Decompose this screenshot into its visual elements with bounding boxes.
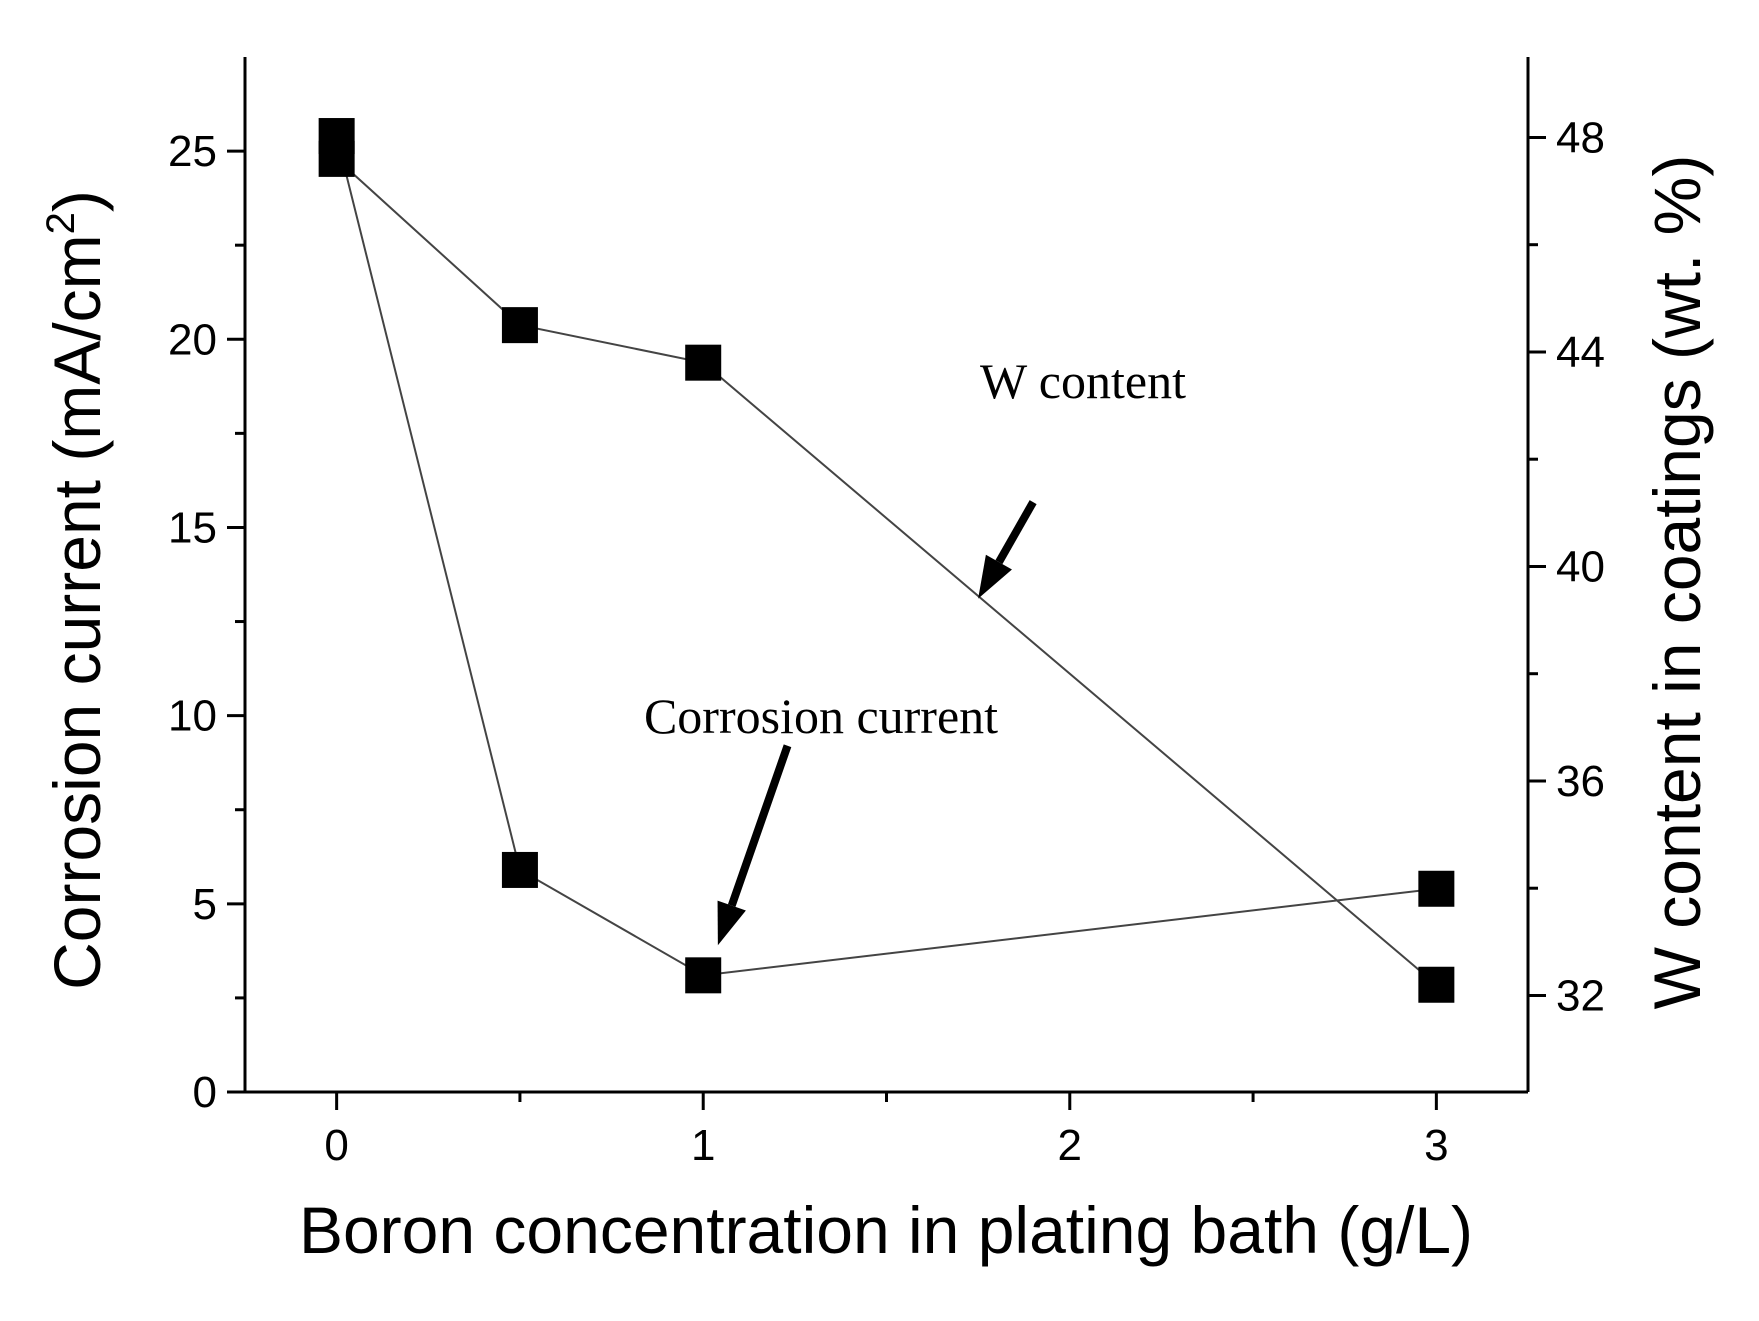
w-content-line [335,158,1438,986]
corrosion-current-marker [501,851,538,888]
annotations: W content Corrosion current [644,353,1186,946]
y-right-tick-label: 44 [1556,328,1605,377]
w-content-marker [685,344,722,381]
plot-frame [243,57,1530,1094]
ticks: 0 1 2 3 0 5 10 15 20 25 32 36 40 44 48 [168,113,1605,1170]
w-content-arrow-shaft [995,500,1037,565]
y-left-tick-label: 15 [168,503,217,552]
y-left-tick-label: 5 [193,880,217,929]
series-lines [335,135,1438,986]
corrosion-current-annotation-label: Corrosion current [644,688,998,744]
corrosion-current-marker [1418,870,1455,907]
w-content-marker [1418,966,1455,1003]
y-axis-left-title-sup: 2 [39,212,83,234]
y-left-tick-label: 10 [168,692,217,741]
w-content-marker [501,307,538,344]
y-left-tick-label: 0 [193,1068,217,1117]
y-right-tick-label: 36 [1556,757,1605,806]
x-axis-title: Boron concentration in plating bath (g/L… [299,1193,1473,1267]
w-content-marker [318,140,355,177]
y-right-tick-label: 40 [1556,542,1605,591]
x-tick-label: 2 [1058,1121,1082,1170]
y-left-tick-label: 25 [168,127,217,176]
w-content-annotation-label: W content [980,353,1186,409]
corrosion-current-line [335,135,1437,977]
y-axis-left-title-tail: ) [40,190,114,212]
corrosion-current-arrow-head [717,900,746,946]
y-left-tick-label: 20 [168,315,217,364]
w-content-arrow-head [978,554,1012,599]
x-tick-label: 0 [324,1121,348,1170]
y-right-tick-label: 48 [1556,113,1605,162]
corrosion-current-arrow-shaft [727,744,792,907]
x-tick-label: 1 [691,1121,715,1170]
markers [318,118,1455,1003]
y-axis-right-title: W content in coatings (wt. %) [1640,155,1714,1010]
y-right-tick-label: 32 [1556,971,1605,1020]
y-axis-left-title: Corrosion current (mA/cm2) [39,190,114,990]
corrosion-current-marker [685,957,722,994]
x-tick-label: 3 [1424,1121,1448,1170]
y-axis-left-title-base: Corrosion current (mA/cm [40,234,114,990]
